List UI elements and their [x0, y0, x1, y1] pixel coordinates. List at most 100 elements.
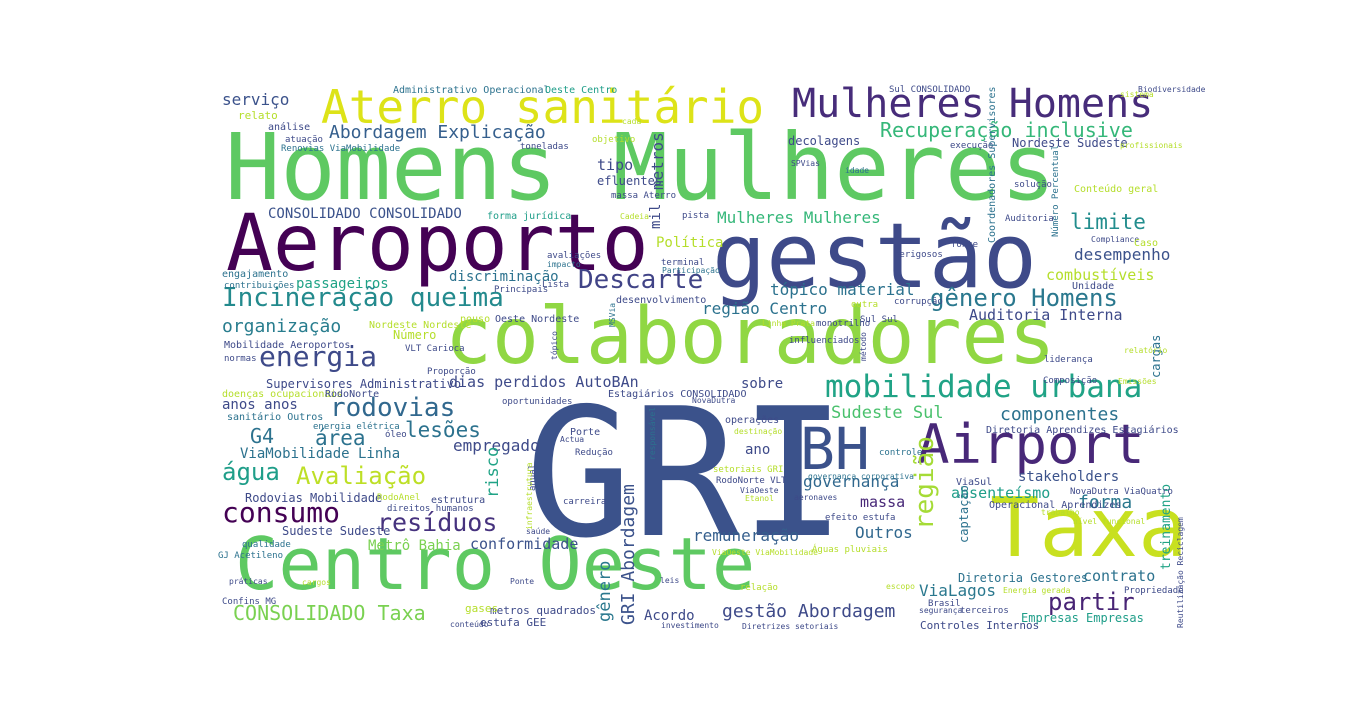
- cloud-word: dias perdidos AutoBAn: [449, 373, 639, 391]
- cloud-word: captação: [957, 485, 971, 543]
- cloud-word: direitos humanos: [387, 504, 474, 514]
- cloud-word: pista: [682, 211, 710, 221]
- cloud-word: trabalho: [1041, 508, 1080, 517]
- cloud-word: efluentes: [597, 174, 663, 188]
- cloud-word: RodoNorte: [325, 389, 380, 400]
- cloud-word: Homens Mulheres: [225, 114, 1056, 221]
- cloud-word: leis: [660, 576, 680, 585]
- cloud-word: massa Aterro: [611, 191, 677, 201]
- cloud-word: Ponte: [510, 577, 535, 586]
- cloud-word: componentes: [1000, 404, 1120, 425]
- cloud-word: gestão: [712, 204, 1038, 309]
- cloud-word: GRI: [525, 370, 847, 577]
- cloud-word: conformidade: [470, 535, 579, 553]
- cloud-word: infraestrutura: [525, 462, 534, 530]
- cloud-word: gases: [465, 602, 499, 615]
- cloud-word: Principais: [494, 285, 549, 295]
- cloud-word: segurança: [919, 606, 963, 615]
- cloud-word: impacto: [547, 260, 581, 269]
- cloud-word: Diretoria Aprendizes Estagiários: [986, 425, 1179, 436]
- cloud-word: óleo: [385, 430, 407, 440]
- cloud-word: terceiros: [960, 606, 1009, 616]
- cloud-word: Aterro sanitário: [321, 80, 765, 134]
- cloud-word: sobre: [741, 376, 784, 392]
- cloud-word: governança corporativa: [808, 472, 914, 481]
- cloud-word: Renovias ViaMobilidade: [281, 144, 401, 154]
- cloud-word: Sudeste Sudeste: [282, 524, 391, 538]
- cloud-word: Águas pluviais: [812, 545, 888, 555]
- cloud-word: Acordo: [644, 608, 695, 624]
- cloud-word: mil: [648, 203, 664, 229]
- cloud-word: GJ Acetileno: [218, 551, 284, 561]
- cloud-word: relação: [740, 583, 778, 593]
- cloud-word: Proporção: [427, 367, 476, 377]
- cloud-word: G4: [250, 424, 275, 448]
- cloud-word: Diretrizes setoriais: [742, 622, 839, 631]
- cloud-word: SPVias: [791, 159, 820, 168]
- cloud-word: Administrativo Operacional: [393, 85, 550, 96]
- cloud-word: carreira: [563, 497, 607, 507]
- cloud-word: Diretoria Gestores: [958, 571, 1089, 585]
- cloud-word: relato: [238, 109, 278, 122]
- cloud-word: tópico material: [770, 280, 915, 299]
- cloud-word: perigosos: [894, 250, 943, 260]
- cloud-word: BH: [800, 415, 870, 483]
- cloud-word: mobilidade urbana: [825, 369, 1143, 405]
- cloud-word: Compliance: [1091, 235, 1140, 244]
- cloud-word: práticas: [229, 577, 268, 586]
- cloud-word: responsável: [648, 407, 657, 460]
- cloud-word: operações: [725, 415, 780, 426]
- cloud-word: energia elétrica: [313, 422, 400, 432]
- cloud-word: Oeste Centro: [545, 85, 618, 96]
- cloud-word: Brasil: [928, 599, 961, 609]
- cloud-word: idade: [845, 166, 870, 175]
- cloud-word: Unidade: [1072, 281, 1115, 292]
- cloud-word: Supervisores Administrativo: [266, 377, 462, 391]
- cloud-word: Mulheres Mulheres: [717, 208, 881, 227]
- cloud-word: Participação: [662, 266, 720, 275]
- cloud-word: ViaOeste ViaMobilidade: [712, 548, 818, 557]
- cloud-word: empregado: [453, 436, 540, 455]
- cloud-word: avaliações: [547, 251, 602, 261]
- cloud-word: investimento: [661, 621, 719, 630]
- cloud-word: liderança: [1044, 355, 1093, 365]
- cloud-word: monotrilho: [816, 319, 871, 329]
- cloud-word: Propriedade: [1124, 586, 1184, 596]
- cloud-word: RodoAnel: [377, 493, 421, 503]
- cloud-word: ano: [745, 442, 771, 458]
- cloud-word: Coordenadores Supervisores: [987, 86, 998, 243]
- cloud-word: VLT Carioca: [405, 344, 465, 354]
- cloud-word: anos anos: [222, 397, 298, 413]
- cloud-word: Auditoria: [1005, 214, 1054, 224]
- cloud-word: Sul Sul: [860, 315, 898, 325]
- cloud-word: estufa GEE: [480, 616, 547, 629]
- cloud-word: Energia gerada: [1003, 586, 1071, 595]
- cloud-word: tópico: [550, 331, 559, 360]
- cloud-word: Composição: [1043, 376, 1098, 386]
- cloud-word: Mulheres Homens: [792, 81, 1154, 127]
- cloud-word: serviço: [222, 90, 290, 109]
- cloud-word: aeronaves: [794, 493, 838, 502]
- cloud-word: Metrô Bahia: [368, 538, 461, 554]
- cloud-word: Operacional Aprendizes: [989, 500, 1122, 511]
- cloud-word: Abordagem Explicação: [329, 122, 546, 143]
- cloud-word: efeito estufa: [825, 513, 896, 523]
- cloud-word: ViaSul: [956, 477, 993, 488]
- cloud-word: Oeste Nordeste: [495, 314, 580, 325]
- cloud-word: Nordeste Nordeste: [369, 320, 472, 331]
- cloud-word: ViaMobilidade Linha: [240, 446, 401, 462]
- cloud-word: CONSOLIDADO CONSOLIDADO: [268, 206, 462, 222]
- cloud-word: Descarte: [578, 265, 704, 295]
- cloud-word: Confins MG: [222, 597, 277, 607]
- cloud-word: cargos: [302, 578, 331, 587]
- cloud-word: cada: [622, 117, 642, 126]
- cloud-word: rodovias: [330, 393, 456, 423]
- cloud-word: método: [859, 332, 868, 361]
- cloud-word: partir: [1048, 588, 1135, 616]
- cloud-word: solução: [1014, 180, 1052, 190]
- cloud-word: engajamento: [222, 269, 289, 280]
- cloud-word: Nordeste Sudeste: [1012, 136, 1128, 150]
- cloud-word: CONSOLIDADO Taxa: [233, 601, 426, 625]
- cloud-word: discriminação: [449, 269, 559, 285]
